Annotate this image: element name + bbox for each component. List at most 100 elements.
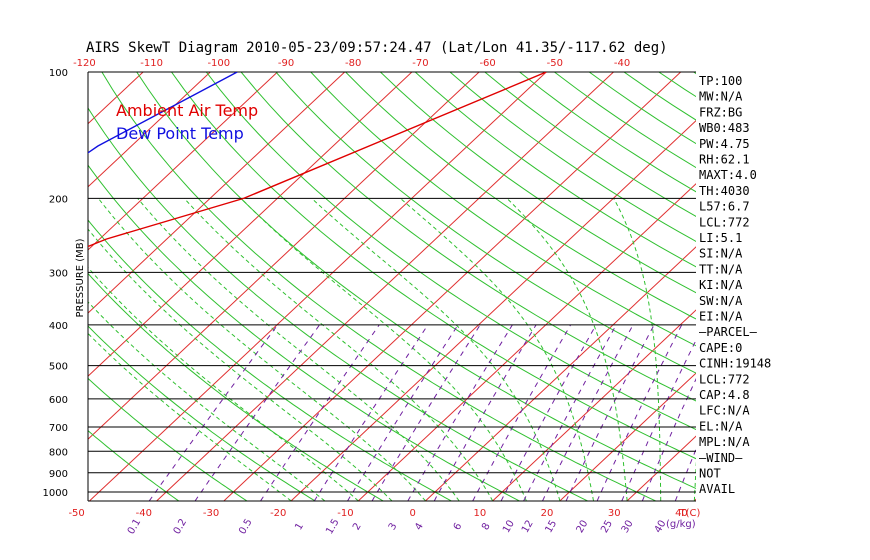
mixing-ratio-label: 8 <box>480 521 493 532</box>
dry-adiabat-line <box>171 72 696 460</box>
mixing-ratio-label: 1 <box>293 521 306 532</box>
moist-adiabat-line <box>506 198 628 501</box>
dry-adiabat-line <box>484 72 696 217</box>
bottom-temp-tick-label: -10 <box>337 508 353 519</box>
index-label: WB0:483 <box>699 121 750 135</box>
index-label: TT:N/A <box>699 262 743 276</box>
mixing-ratio-label: 12 <box>520 518 536 535</box>
pressure-tick-label: 500 <box>49 362 68 373</box>
dry-adiabat-line <box>88 107 588 501</box>
moist-adiabats <box>88 198 696 501</box>
moist-adiabat-line <box>240 198 527 501</box>
pressure-tick-label: 300 <box>49 268 68 279</box>
moist-adiabat-line <box>137 198 460 501</box>
top-temp-tick-label: -80 <box>345 58 361 69</box>
moist-adiabat-line <box>88 301 326 501</box>
index-label: CAPE:0 <box>699 341 742 355</box>
index-label: SI:N/A <box>699 247 743 261</box>
index-label: PW:4.75 <box>699 137 750 151</box>
mixing-ratio-line <box>565 324 655 501</box>
top-temp-tick-label: -120 <box>73 58 96 69</box>
ambient-air-temp-line <box>88 72 547 248</box>
top-temp-tick-label: -50 <box>547 58 563 69</box>
pressure-tick-label: 400 <box>49 321 68 332</box>
mixing-ratio-label: 1.5 <box>324 517 341 536</box>
temp-unit-label: T(C) <box>679 508 701 519</box>
bottom-temp-tick-label: 10 <box>473 508 486 519</box>
isotherm-line <box>223 72 682 501</box>
isotherm-line <box>89 72 547 501</box>
isobar-lines <box>87 71 696 502</box>
dry-adiabat-line <box>240 72 696 402</box>
index-label: AVAIL <box>699 482 735 496</box>
top-temp-tick-label: -100 <box>207 58 230 69</box>
dry-adiabat-line <box>88 377 248 501</box>
moist-adiabat-line <box>88 332 292 501</box>
mixing-ratio-line <box>260 324 380 501</box>
bottom-temp-tick-label: 40 <box>675 508 688 519</box>
isotherm-line <box>88 72 278 251</box>
pressure-tick-label: 900 <box>49 469 68 480</box>
dry-adiabat-line <box>88 219 452 501</box>
dry-adiabat-line <box>88 164 520 501</box>
mixing-ratio-line <box>542 324 634 501</box>
bottom-temp-tick-label: -30 <box>203 508 219 519</box>
index-label: MAXT:4.0 <box>699 168 757 182</box>
isotherm-line <box>492 309 696 501</box>
isotherm-line <box>425 246 696 501</box>
isotherm-line <box>290 120 696 501</box>
mixing-ratio-label: 6 <box>452 521 465 532</box>
top-temp-tick-label: -60 <box>479 58 495 69</box>
dry-adiabat-line <box>88 272 384 501</box>
pressure-tick-label: 1000 <box>43 488 68 499</box>
top-temp-tick-label: -90 <box>278 58 294 69</box>
moist-adiabat-line <box>613 198 662 501</box>
isotherm-line <box>88 72 480 440</box>
index-label: LFC:N/A <box>699 404 750 418</box>
mixing-ratio-line <box>621 339 696 501</box>
mixing-ratio-label: 3 <box>387 521 400 532</box>
bottom-temp-tick-label: -40 <box>136 508 152 519</box>
index-label: —PARCEL— <box>699 325 758 339</box>
dry-adiabat-line <box>414 72 696 268</box>
mixing-ratio-unit-label: (g/kg) <box>666 519 696 530</box>
isotherm-line <box>0 72 76 501</box>
mixing-ratio-line <box>500 324 597 501</box>
mixing-ratio-label: 20 <box>575 518 591 535</box>
mixing-ratio-label: 0.1 <box>126 517 143 536</box>
mixing-ratio-line <box>674 448 696 501</box>
mixing-ratio-line <box>433 324 537 501</box>
index-label: RH:62.1 <box>699 153 750 167</box>
moist-adiabat-line <box>400 198 594 501</box>
index-label: EL:N/A <box>699 419 743 433</box>
index-label: SW:N/A <box>699 294 743 308</box>
index-label: NOT <box>699 467 721 481</box>
bottom-temp-tick-label: 20 <box>541 508 554 519</box>
isotherm-line <box>559 372 696 501</box>
index-label: MPL:N/A <box>699 435 750 449</box>
dry-adiabat-line <box>205 72 696 431</box>
dry-adiabat-line <box>345 72 696 320</box>
isotherm-line <box>88 72 211 188</box>
mixing-ratio-label: 30 <box>620 518 636 535</box>
pressure-tick-label: 100 <box>49 68 68 79</box>
moist-adiabat-line <box>183 198 494 501</box>
index-label: TP:100 <box>699 74 742 88</box>
moist-adiabat-line <box>98 198 426 501</box>
bottom-temp-tick-label: 0 <box>409 508 415 519</box>
mixing-ratio-line <box>148 324 279 501</box>
mixing-ratio-lines <box>148 324 696 501</box>
mixing-ratio-line <box>313 324 429 501</box>
dry-adiabat-line <box>275 72 696 374</box>
top-temp-tick-label: -70 <box>412 58 428 69</box>
moist-adiabat-line <box>88 266 359 501</box>
dry-adiabat-line <box>519 72 696 193</box>
dry-adiabat-line <box>88 325 316 501</box>
dry-adiabat-line <box>136 72 696 490</box>
mixing-ratio-label: 25 <box>599 518 615 535</box>
mixing-ratio-line <box>641 378 696 501</box>
legend-dew-point-temp: Dew Point Temp <box>116 124 244 143</box>
mixing-ratio-line <box>347 324 459 501</box>
index-label: EI:N/A <box>699 310 743 324</box>
